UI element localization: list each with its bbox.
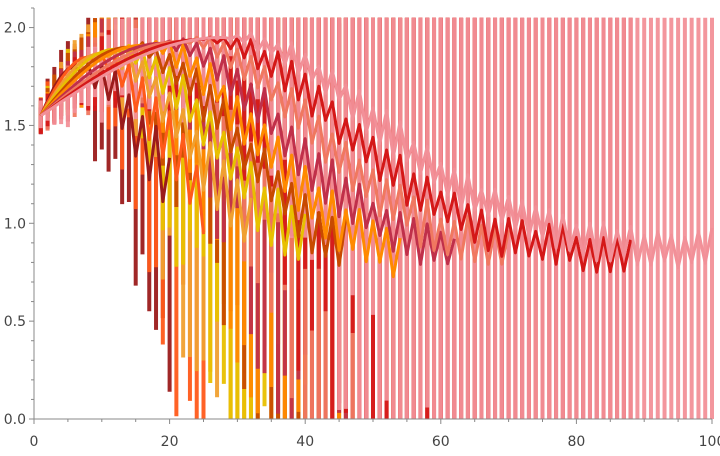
series-line-8 [39, 35, 511, 266]
y-axis-ticks: 0.0 0.5 1.0 1.5 2.0 [4, 7, 34, 428]
series-line-6 [39, 39, 402, 279]
series-line-4 [39, 44, 307, 261]
series-line-3 [39, 47, 253, 243]
series-line-10 [39, 31, 714, 270]
x-tick-label: 80 [567, 434, 585, 450]
x-tick-label: 0 [30, 434, 39, 450]
series-lines-layer [39, 31, 714, 279]
y-tick-label: 2.0 [4, 21, 26, 37]
x-tick-label: 20 [161, 434, 179, 450]
y-tick-label: 1.5 [4, 118, 26, 134]
x-tick-label: 40 [296, 434, 314, 450]
y-tick-label: 0.0 [4, 412, 26, 428]
x-tick-label: 60 [432, 434, 450, 450]
y-tick-label: 0.5 [4, 314, 26, 330]
series-line-2 [39, 50, 205, 235]
series-line-9 [39, 35, 633, 274]
x-axis-ticks: 0 20 40 60 80 100 [30, 419, 720, 450]
x-tick-label: 100 [699, 434, 720, 450]
y-tick-label: 1.0 [4, 216, 26, 232]
series-line-5 [39, 41, 348, 267]
series-line-7 [39, 37, 456, 266]
